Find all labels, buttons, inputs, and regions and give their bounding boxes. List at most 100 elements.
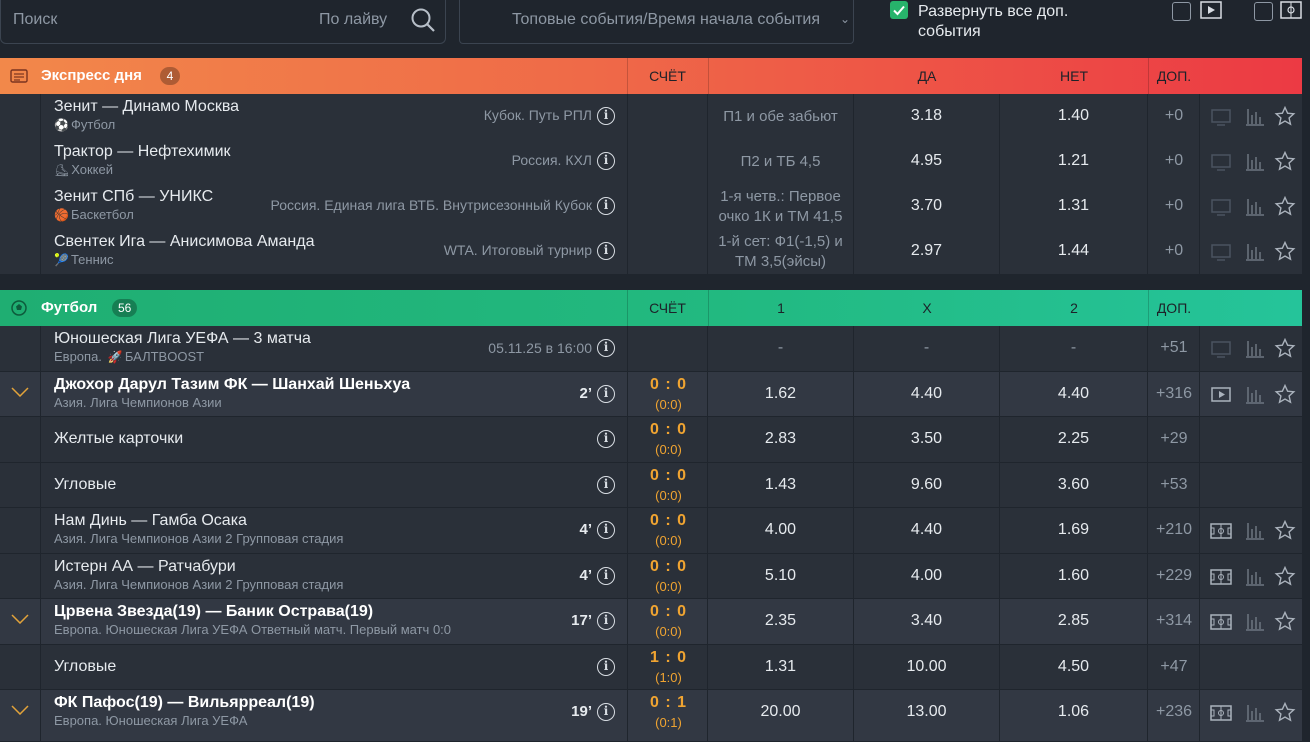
expand-all-checkbox[interactable] <box>890 1 908 19</box>
field-tracker-icon[interactable] <box>1210 521 1232 541</box>
odd-x-cell[interactable]: 4.40 <box>854 508 1000 553</box>
odd-x[interactable]: 3.50 <box>910 430 943 447</box>
odd-2[interactable]: 1.69 <box>1057 521 1090 538</box>
expand-chevron-icon[interactable] <box>11 611 29 627</box>
stats-icon[interactable] <box>1244 242 1266 262</box>
info-icon[interactable]: i <box>597 385 615 403</box>
event-name[interactable]: Истерн АА — Ратчабури <box>54 558 236 575</box>
odd-1-cell[interactable]: 1.62 <box>708 372 854 416</box>
odd-yes[interactable]: 4.95 <box>910 152 943 169</box>
event-name[interactable]: ФК Пафос(19) — Вильярреал(19) <box>54 694 315 711</box>
stats-icon[interactable] <box>1244 703 1266 723</box>
odd-1[interactable]: - <box>777 339 784 356</box>
odd-2-cell[interactable]: 3.60 <box>1000 463 1148 507</box>
info-icon[interactable]: i <box>597 339 615 357</box>
odd-no[interactable]: 1.40 <box>1057 107 1090 124</box>
odd-1-cell[interactable]: 1.43 <box>708 463 854 507</box>
star-icon[interactable] <box>1274 338 1296 358</box>
football-row[interactable]: Желтые карточки i 0 : 0 (0:0) 2.83 3.50 2.25 +2… <box>0 417 1302 463</box>
info-icon[interactable]: i <box>597 430 615 448</box>
star-icon[interactable] <box>1274 196 1296 216</box>
odd-yes[interactable]: 3.18 <box>910 107 943 124</box>
odd-1[interactable]: 2.83 <box>764 430 797 447</box>
field-tracker-icon[interactable] <box>1210 567 1232 587</box>
star-icon[interactable] <box>1274 384 1296 404</box>
odd-1[interactable]: 1.43 <box>764 476 797 493</box>
odd-x-cell[interactable]: 3.40 <box>854 599 1000 644</box>
odd-x[interactable]: 9.60 <box>910 476 943 493</box>
stats-icon[interactable] <box>1244 385 1266 405</box>
tv-icon[interactable] <box>1210 242 1232 262</box>
odd-2-cell[interactable]: 4.40 <box>1000 372 1148 416</box>
event-name[interactable]: Свентек Ига — Анисимова Аманда <box>54 233 315 250</box>
odd-x[interactable]: 3.40 <box>910 612 943 629</box>
odd-x[interactable]: 10.00 <box>906 658 947 675</box>
odd-2-cell[interactable]: 4.50 <box>1000 645 1148 689</box>
more-markets-button[interactable]: +229 <box>1148 554 1200 598</box>
odd-yes-cell[interactable]: 3.70 <box>854 184 1000 229</box>
more-markets-button[interactable]: +236 <box>1148 690 1200 741</box>
stats-filter-checkbox[interactable] <box>1254 2 1273 21</box>
football-row[interactable]: Угловые i 0 : 0 (0:0) 1.43 9.60 3.60 +53 <box>0 463 1302 508</box>
more-markets-button[interactable]: +210 <box>1148 508 1200 553</box>
tv-icon[interactable] <box>1210 152 1232 172</box>
odd-no[interactable]: 1.21 <box>1057 152 1090 169</box>
football-section-header[interactable]: Футбол 56 СЧЁТ 1 X 2 ДОП. <box>0 290 1302 326</box>
field-tracker-icon[interactable] <box>1210 703 1232 723</box>
odd-2[interactable]: - <box>1070 339 1077 356</box>
info-icon[interactable]: i <box>597 567 615 585</box>
odd-1[interactable]: 5.10 <box>764 567 797 584</box>
star-icon[interactable] <box>1274 151 1296 171</box>
event-name[interactable]: Нам Динь — Гамба Осака <box>54 512 247 529</box>
event-name[interactable]: Желтые карточки <box>54 430 184 447</box>
tv-icon[interactable] <box>1210 107 1232 127</box>
search-box[interactable]: Поиск По лайву <box>0 0 446 44</box>
odd-2-cell[interactable]: 1.69 <box>1000 508 1148 553</box>
star-icon[interactable] <box>1274 106 1296 126</box>
video-icon[interactable] <box>1210 385 1232 405</box>
express-row[interactable]: Зенит СПб — УНИКС 🏀 Баскетбол Россия. Едина… <box>0 184 1302 230</box>
football-row[interactable]: Джохор Дарул Тазим ФК — Шанхай Шеньхуа Аз… <box>0 372 1302 417</box>
football-row[interactable]: Истерн АА — Ратчабури Азия. Лига Чемпионо… <box>0 554 1302 599</box>
info-icon[interactable]: i <box>597 612 615 630</box>
odd-yes-cell[interactable]: 4.95 <box>854 139 1000 184</box>
odd-x-cell[interactable]: 13.00 <box>854 690 1000 741</box>
search-input[interactable]: Поиск <box>13 11 58 28</box>
football-row[interactable]: ФК Пафос(19) — Вильярреал(19) Европа. Юно… <box>0 690 1302 742</box>
event-name[interactable]: Юношеская Лига УЕФА — 3 матча <box>54 330 311 347</box>
stats-icon[interactable] <box>1244 152 1266 172</box>
stats-icon[interactable] <box>1244 107 1266 127</box>
odd-x-cell[interactable]: 4.40 <box>854 372 1000 416</box>
event-name[interactable]: Джохор Дарул Тазим ФК — Шанхай Шеньхуа <box>54 376 411 393</box>
info-icon[interactable]: i <box>597 107 615 125</box>
express-row[interactable]: Зенит — Динамо Москва ⚽ Футбол Кубок. Путь … <box>0 94 1302 140</box>
odd-2-cell[interactable]: 2.25 <box>1000 417 1148 462</box>
odd-1-cell[interactable]: 20.00 <box>708 690 854 741</box>
search-icon[interactable] <box>409 6 437 34</box>
more-markets-button[interactable]: +29 <box>1148 417 1200 462</box>
odd-2-cell[interactable]: 2.85 <box>1000 599 1148 644</box>
odd-2[interactable]: 2.85 <box>1057 612 1090 629</box>
field-tracker-icon[interactable] <box>1210 612 1232 632</box>
odd-2[interactable]: 4.50 <box>1057 658 1090 675</box>
star-icon[interactable] <box>1274 566 1296 586</box>
more-markets-button[interactable]: +0 <box>1148 94 1200 139</box>
odd-1[interactable]: 20.00 <box>760 703 801 720</box>
more-markets-button[interactable]: +47 <box>1148 645 1200 689</box>
info-icon[interactable]: i <box>597 197 615 215</box>
more-markets-button[interactable]: +0 <box>1148 139 1200 184</box>
stats-icon[interactable] <box>1244 197 1266 217</box>
odd-x[interactable]: 4.40 <box>910 385 943 402</box>
stats-icon[interactable] <box>1244 567 1266 587</box>
odd-x[interactable]: 4.40 <box>910 521 943 538</box>
tv-icon[interactable] <box>1210 197 1232 217</box>
info-icon[interactable]: i <box>597 703 615 721</box>
odd-no-cell[interactable]: 1.31 <box>1000 184 1148 229</box>
football-row[interactable]: Црвена Звезда(19) — Баник Острава(19) Евр… <box>0 599 1302 645</box>
football-row[interactable]: Юношеская Лига УЕФА — 3 матча Европа. 🚀 БАЛ… <box>0 326 1302 372</box>
odd-no[interactable]: 1.44 <box>1057 242 1090 259</box>
odd-2-cell[interactable]: - <box>1000 326 1148 371</box>
express-section-header[interactable]: Экспресс дня 4 СЧЁТ ДА НЕТ ДОП. <box>0 58 1302 94</box>
odd-1-cell[interactable]: 1.31 <box>708 645 854 689</box>
express-row[interactable]: Свентек Ига — Анисимова Аманда 🎾 Теннис WTA… <box>0 229 1302 275</box>
